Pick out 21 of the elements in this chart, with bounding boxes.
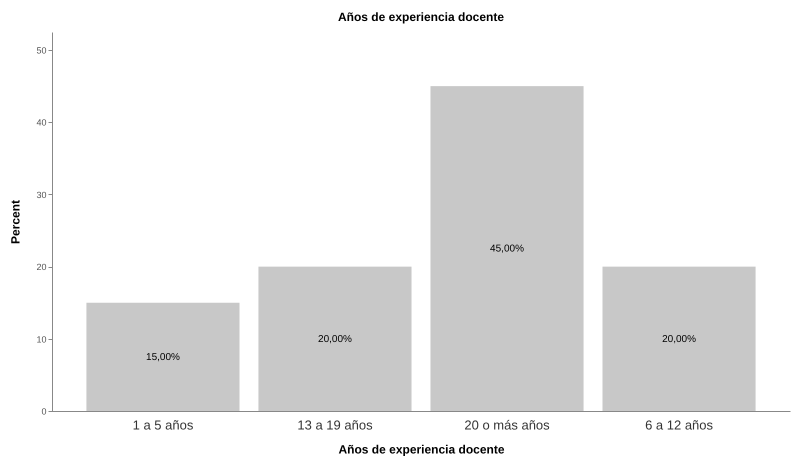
x-tick-label: 6 a 12 años bbox=[645, 418, 714, 432]
x-tick-label: 20 o más años bbox=[464, 418, 550, 432]
y-tick-label: 10 bbox=[36, 334, 46, 344]
y-axis-title: Percent bbox=[8, 200, 22, 244]
bar bbox=[602, 266, 756, 411]
y-tick-label: 50 bbox=[36, 46, 46, 56]
y-tick-label: 20 bbox=[36, 262, 46, 272]
data-label: 15,00% bbox=[146, 352, 180, 363]
bar bbox=[86, 302, 240, 411]
chart-title: Años de experiencia docente bbox=[338, 10, 504, 24]
data-label: 20,00% bbox=[318, 334, 352, 345]
y-tick-label: 0 bbox=[41, 406, 46, 416]
data-label: 45,00% bbox=[490, 244, 524, 255]
x-tick-label: 13 a 19 años bbox=[297, 418, 374, 432]
x-tick-label: 1 a 5 años bbox=[132, 418, 194, 432]
bar bbox=[430, 86, 584, 411]
bar bbox=[258, 266, 412, 411]
data-label: 20,00% bbox=[662, 334, 696, 345]
x-axis-title: Años de experiencia docente bbox=[338, 442, 505, 456]
y-tick-label: 40 bbox=[36, 118, 46, 128]
y-tick-label: 30 bbox=[36, 190, 46, 200]
